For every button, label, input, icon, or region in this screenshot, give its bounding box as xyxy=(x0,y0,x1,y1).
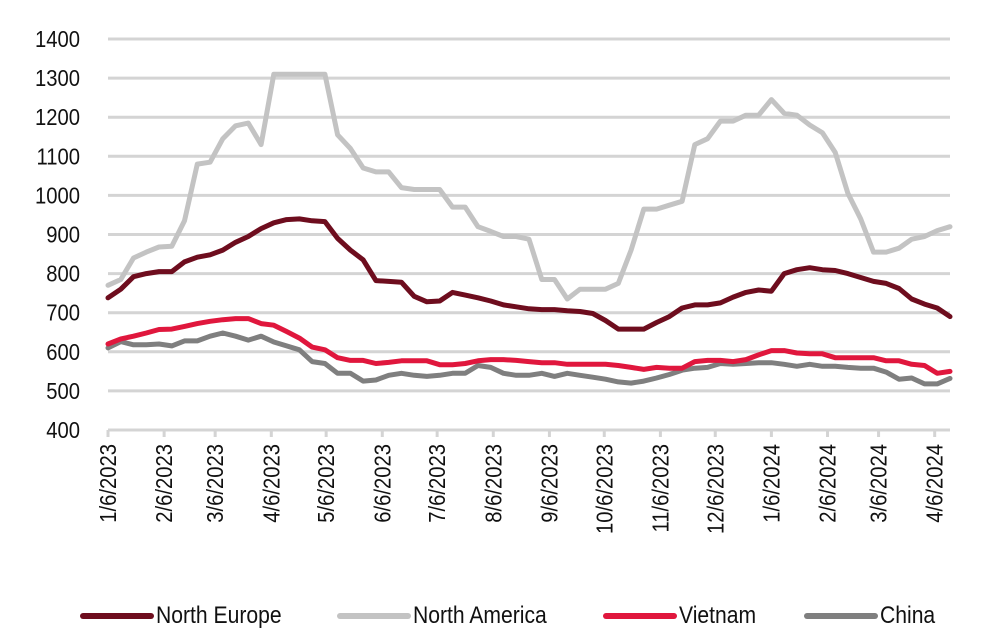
y-tick-label: 1100 xyxy=(36,143,80,170)
x-tick-label: 10/6/2023 xyxy=(591,444,618,534)
series-line-north-america xyxy=(105,71,953,302)
legend-item-china[interactable]: China xyxy=(804,602,943,630)
x-tick-label: 8/6/2023 xyxy=(480,444,507,523)
legend-swatch-north-europe xyxy=(80,613,154,619)
y-tick-label: 700 xyxy=(46,299,80,326)
legend-label: China xyxy=(880,602,936,629)
x-axis: 1/6/2023 2/6/2023 3/6/2023 4/6/2023 5/6/2023… xyxy=(95,428,950,534)
x-tick-label: 3/6/2024 xyxy=(865,444,892,523)
legend-item-vietnam[interactable]: Vietnam xyxy=(602,602,767,630)
y-tick-label: 1200 xyxy=(35,104,80,131)
y-tick-label: 900 xyxy=(46,221,80,248)
x-tick-label: 12/6/2023 xyxy=(702,444,729,534)
x-tick-label: 5/6/2023 xyxy=(313,444,340,523)
legend-item-north-europe[interactable]: North Europe xyxy=(80,602,299,630)
x-tick-label: 4/6/2023 xyxy=(258,444,285,523)
y-tick-label: 1000 xyxy=(35,182,80,209)
x-tick-label: 1/6/2023 xyxy=(95,444,122,523)
legend-label: Vietnam xyxy=(678,602,756,629)
x-tick-label: 2/6/2024 xyxy=(814,444,841,523)
legend-swatch-china xyxy=(804,613,879,619)
legend-item-north-america[interactable]: North America xyxy=(336,602,565,630)
y-tick-label: 1300 xyxy=(35,65,80,92)
series-lines xyxy=(105,71,953,387)
legend-label: North America xyxy=(412,602,547,629)
legend-label: North Europe xyxy=(156,602,282,629)
x-tick-label: 2/6/2023 xyxy=(151,444,178,523)
series-line-north-europe xyxy=(105,216,953,332)
y-tick-label: 500 xyxy=(46,378,80,405)
legend-swatch-vietnam xyxy=(602,613,677,619)
x-tick-label: 9/6/2023 xyxy=(536,444,563,523)
x-tick-label: 6/6/2023 xyxy=(369,444,396,523)
legend-swatch-north-america xyxy=(336,613,411,619)
line-chart: 400 500 600 700 800 900 1000 1100 1200 1300 1400 1… xyxy=(35,26,953,534)
y-tick-label: 800 xyxy=(46,260,80,287)
series-line-china xyxy=(105,330,953,387)
x-tick-label: 7/6/2023 xyxy=(424,444,451,523)
gridlines xyxy=(108,37,950,393)
y-tick-label: 600 xyxy=(46,339,80,366)
x-tick-label: 1/6/2024 xyxy=(758,444,785,523)
x-tick-label: 11/6/2023 xyxy=(647,444,674,533)
y-axis-tick-labels: 400 500 600 700 800 900 1000 1100 1200 1300 1400 xyxy=(35,26,80,444)
y-tick-label: 400 xyxy=(46,417,80,444)
x-tick-label: 4/6/2024 xyxy=(921,444,948,523)
x-tick-label: 3/6/2023 xyxy=(202,444,229,523)
legend: North Europe North America Vietnam China xyxy=(80,598,981,634)
series-line-vietnam xyxy=(105,316,953,376)
y-tick-label: 1400 xyxy=(35,26,80,53)
